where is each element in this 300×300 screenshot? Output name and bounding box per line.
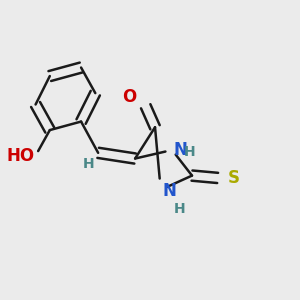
Text: H: H bbox=[82, 157, 94, 171]
Text: N: N bbox=[162, 182, 176, 200]
Text: N: N bbox=[173, 141, 188, 159]
Text: S: S bbox=[227, 169, 239, 188]
Text: O: O bbox=[122, 88, 136, 106]
Text: HO: HO bbox=[6, 147, 34, 165]
Text: H: H bbox=[184, 145, 195, 159]
Text: H: H bbox=[173, 202, 185, 216]
